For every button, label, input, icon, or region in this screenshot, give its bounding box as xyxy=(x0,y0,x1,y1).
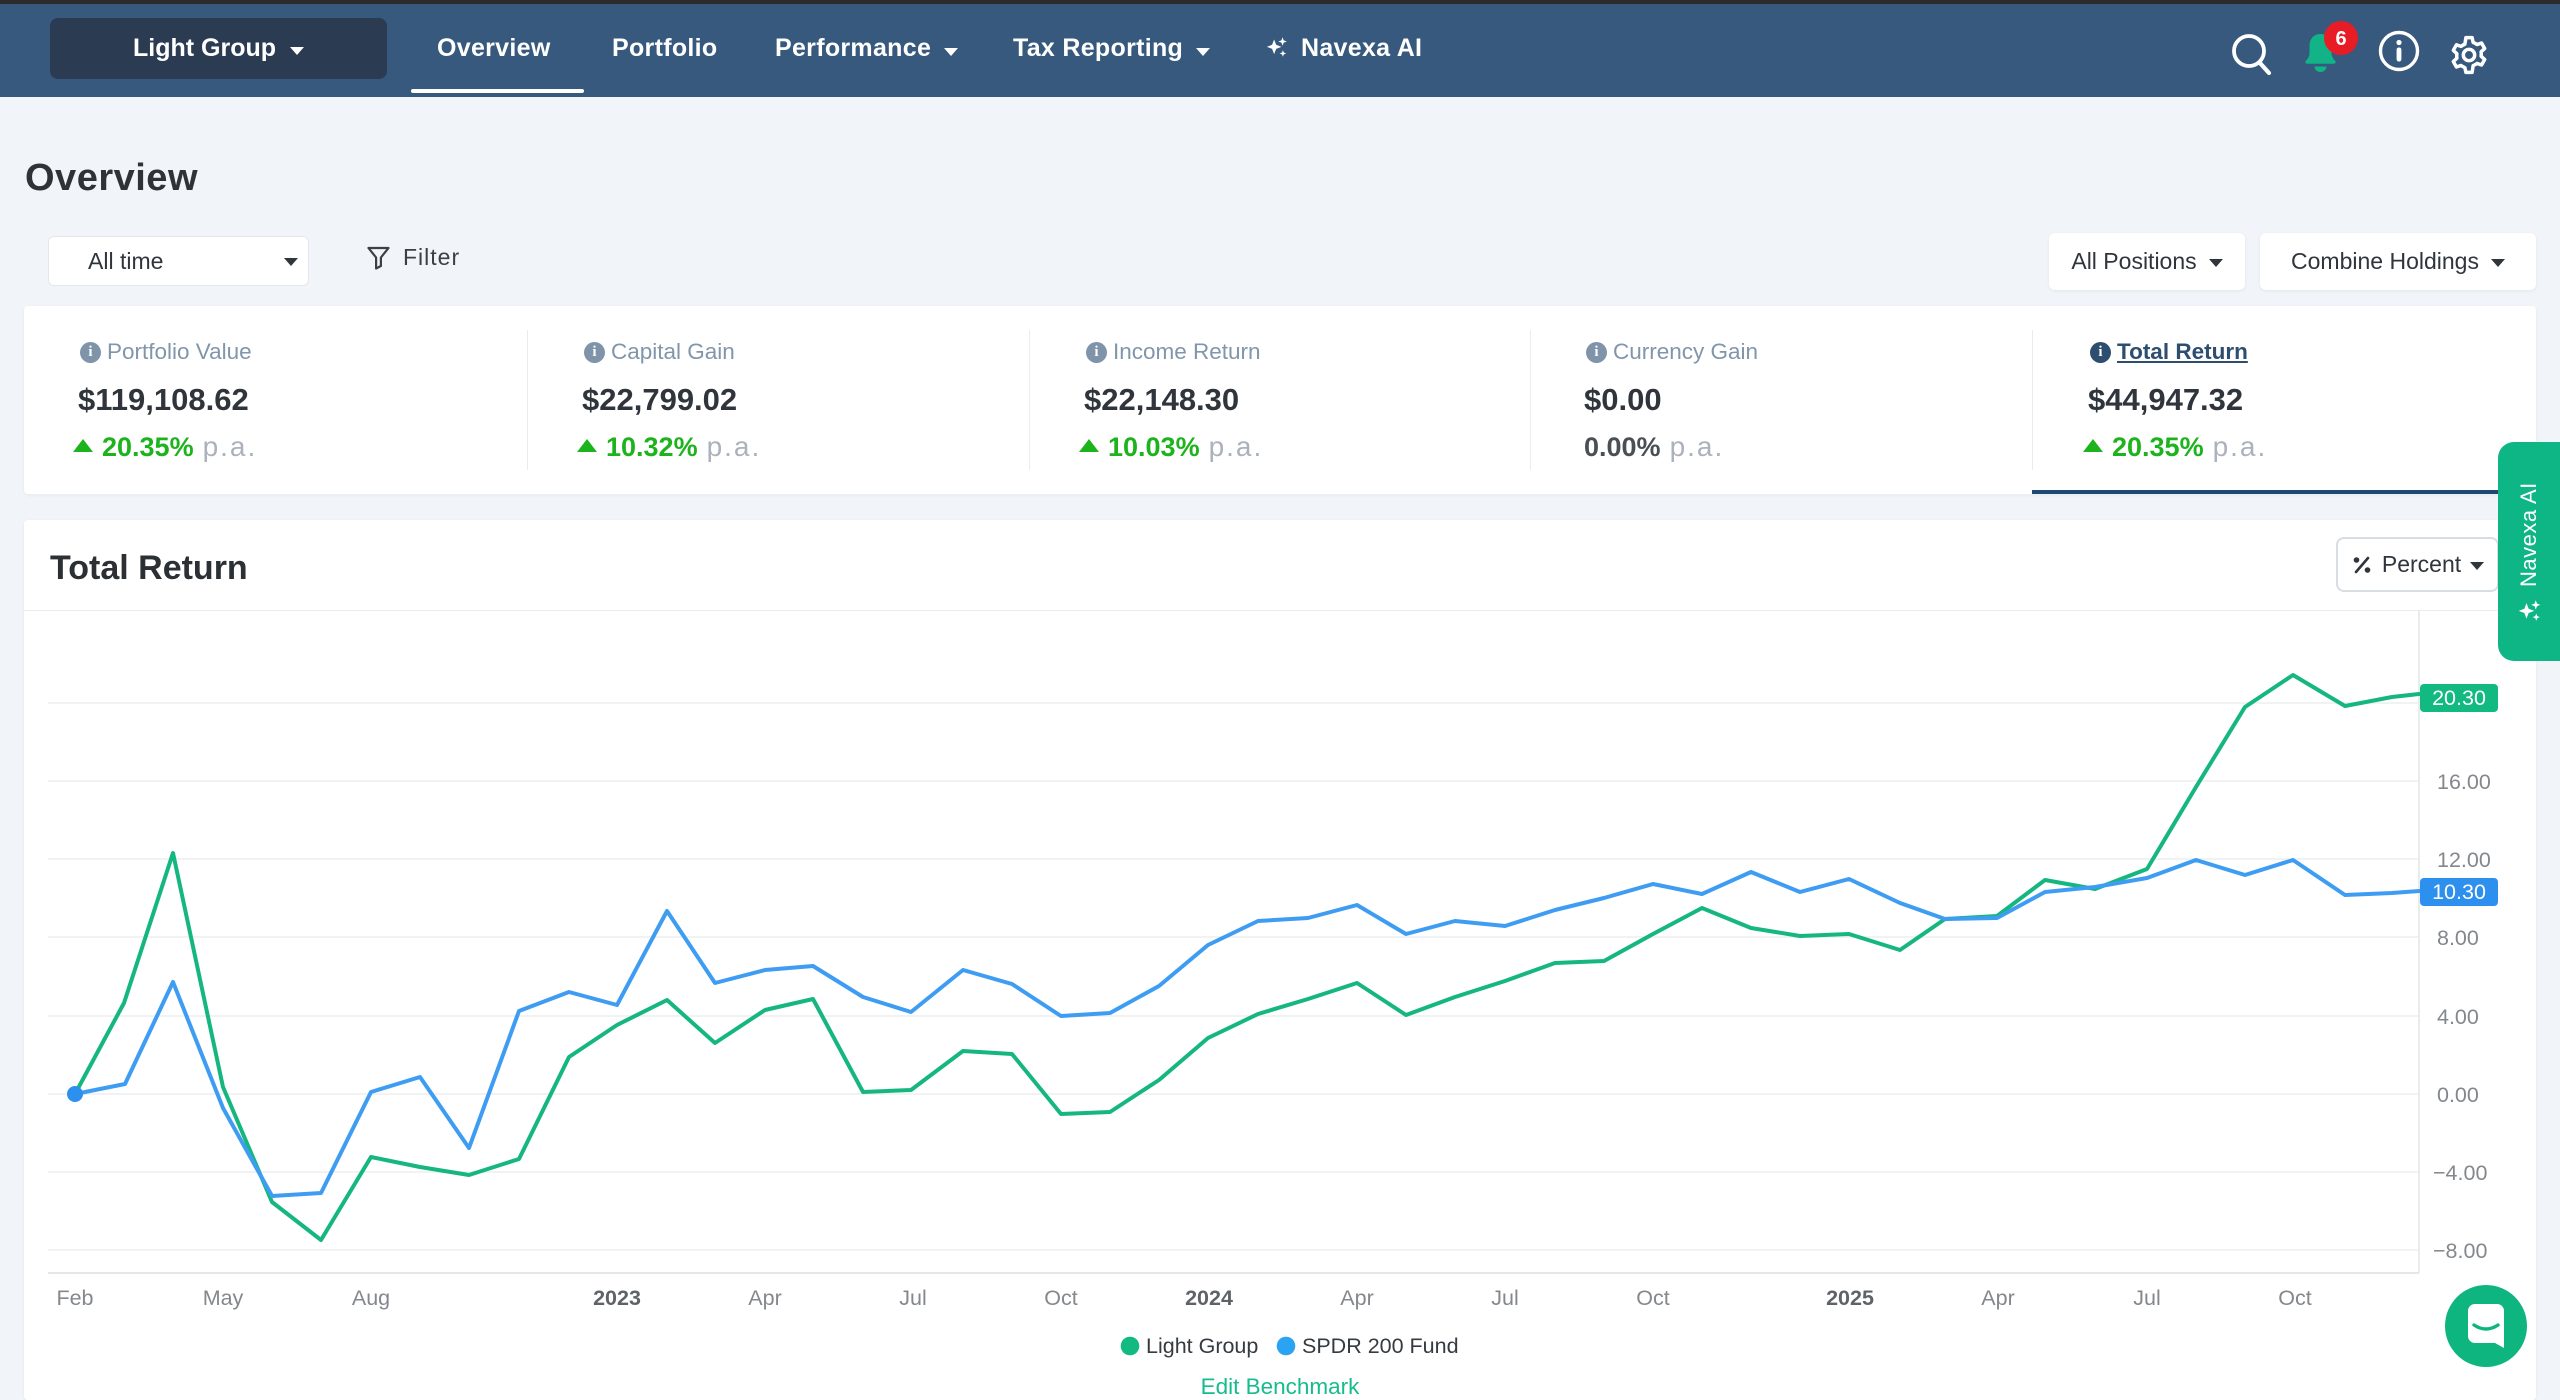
svg-text:Oct: Oct xyxy=(1636,1286,1669,1310)
svg-text:−8.00: −8.00 xyxy=(2433,1239,2487,1263)
svg-text:SPDR 200 Fund: SPDR 200 Fund xyxy=(1302,1334,1459,1358)
svg-text:20.30: 20.30 xyxy=(2432,686,2486,710)
svg-text:0.00: 0.00 xyxy=(2437,1083,2479,1107)
svg-text:Apr: Apr xyxy=(1981,1286,2014,1310)
svg-text:12.00: 12.00 xyxy=(2437,848,2491,872)
svg-text:−4.00: −4.00 xyxy=(2433,1161,2487,1185)
svg-text:Jul: Jul xyxy=(899,1286,926,1310)
svg-text:Edit Benchmark: Edit Benchmark xyxy=(1201,1374,1361,1399)
svg-text:10.30: 10.30 xyxy=(2432,880,2486,904)
svg-text:4.00: 4.00 xyxy=(2437,1005,2479,1029)
svg-text:Light Group: Light Group xyxy=(1146,1334,1258,1358)
svg-text:2025: 2025 xyxy=(1826,1286,1874,1310)
svg-text:Oct: Oct xyxy=(2278,1286,2311,1310)
svg-text:6: 6 xyxy=(2335,28,2346,50)
svg-text:Jul: Jul xyxy=(2133,1286,2160,1310)
svg-text:Feb: Feb xyxy=(56,1286,93,1310)
svg-text:Apr: Apr xyxy=(1340,1286,1373,1310)
svg-text:2024: 2024 xyxy=(1185,1286,1233,1310)
svg-text:2023: 2023 xyxy=(593,1286,641,1310)
svg-text:16.00: 16.00 xyxy=(2437,770,2491,794)
svg-text:May: May xyxy=(203,1286,244,1310)
svg-text:8.00: 8.00 xyxy=(2437,926,2479,950)
svg-text:Aug: Aug xyxy=(352,1286,390,1310)
svg-text:Oct: Oct xyxy=(1044,1286,1077,1310)
svg-text:Jul: Jul xyxy=(1491,1286,1518,1310)
svg-text:Apr: Apr xyxy=(748,1286,781,1310)
